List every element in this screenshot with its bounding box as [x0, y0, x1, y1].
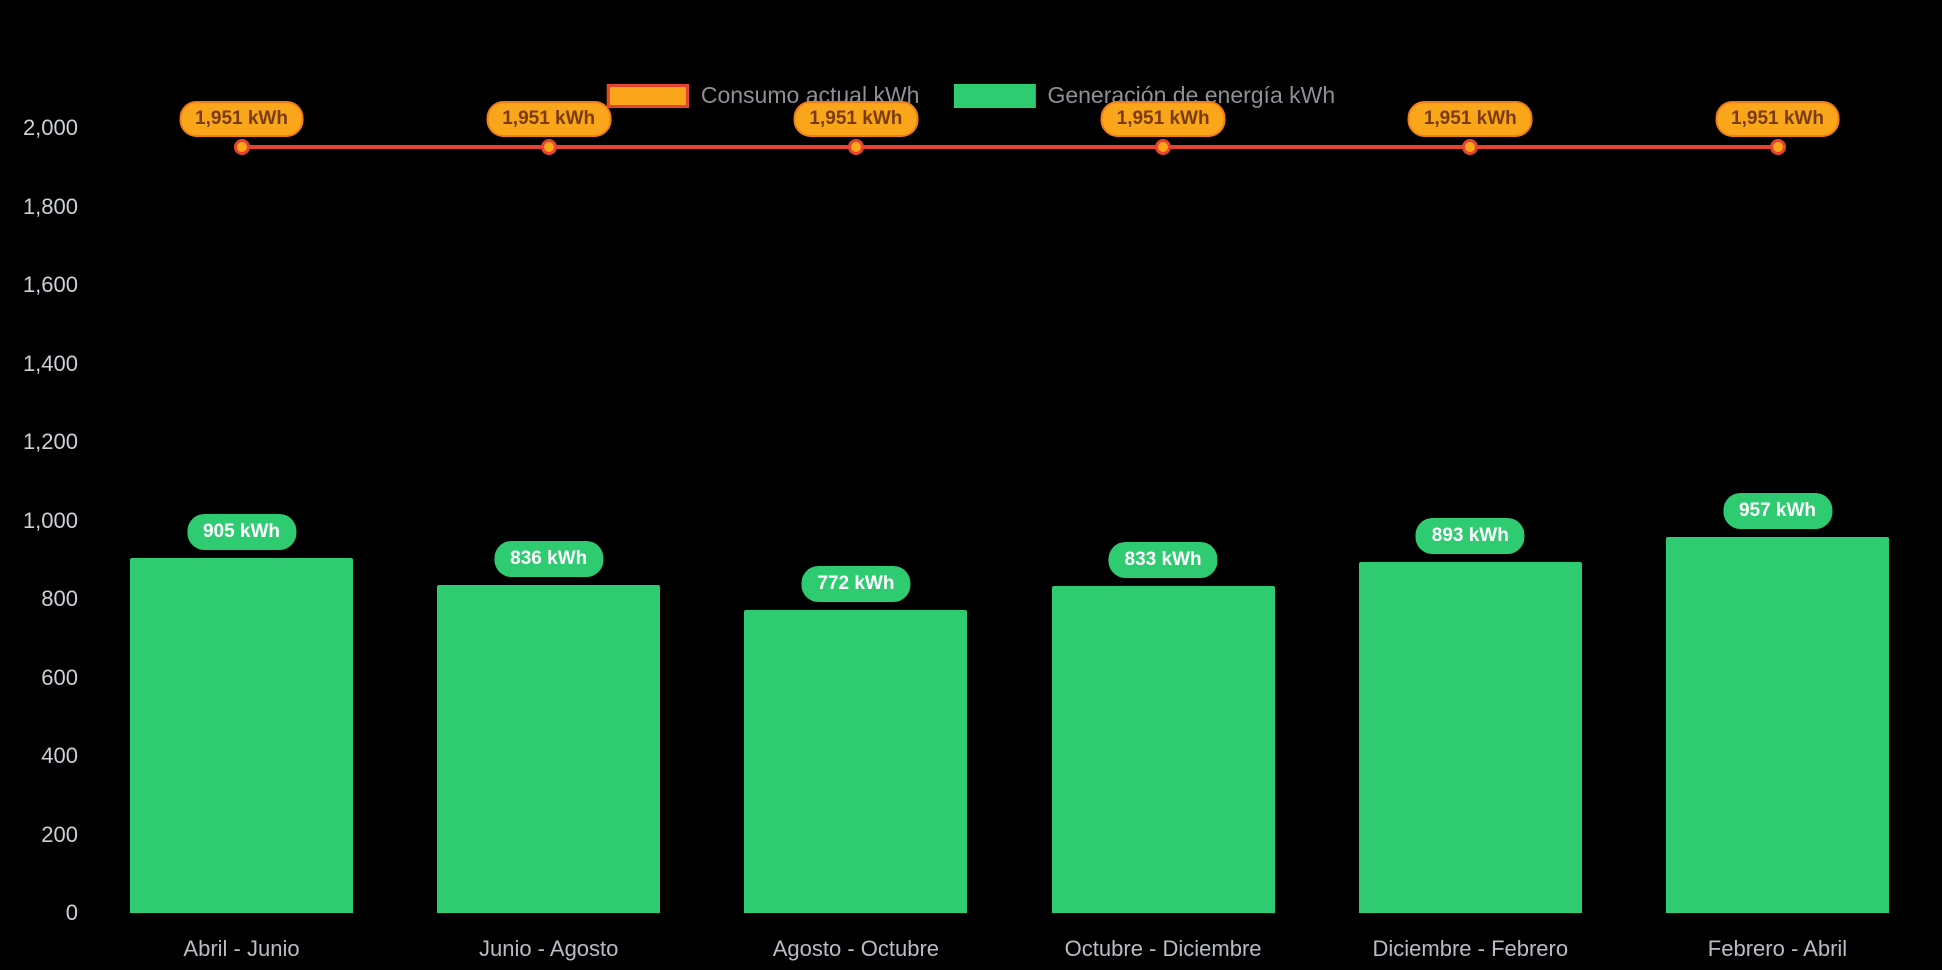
chart-legend: Consumo actual kWh Generación de energía…	[606, 82, 1335, 109]
consumption-line-marker[interactable]	[1462, 139, 1479, 156]
consumo-swatch-icon	[606, 83, 689, 108]
y-axis-label: 800	[41, 586, 78, 611]
x-axis-label: Agosto - Octubre	[772, 936, 940, 961]
y-axis-label: 1,800	[22, 193, 78, 219]
generation-value-badge: 893 kWh	[1415, 518, 1525, 555]
consumption-value-badge: 1,951 kWh	[1715, 101, 1840, 138]
generation-bar[interactable]	[437, 584, 661, 913]
x-axis-label: Junio - Agosto	[478, 936, 619, 961]
y-axis-label: 600	[41, 664, 78, 690]
y-axis-label: 400	[41, 743, 78, 768]
consumption-line	[241, 145, 1778, 150]
consumption-line-marker[interactable]	[847, 139, 864, 156]
generation-value-badge: 836 kWh	[494, 540, 604, 577]
generation-bar[interactable]	[1666, 537, 1889, 913]
x-axis-label: Abril - Junio	[183, 936, 300, 961]
consumption-line-marker[interactable]	[1155, 139, 1172, 156]
y-axis-label: 200	[41, 821, 78, 847]
generation-value-badge: 957 kWh	[1722, 493, 1833, 530]
generation-bar[interactable]	[130, 557, 353, 913]
generation-value-badge: 772 kWh	[801, 565, 911, 602]
generation-bar[interactable]	[1051, 586, 1275, 913]
generacion-swatch-icon	[953, 83, 1036, 108]
y-axis-label: 0	[65, 900, 78, 925]
consumption-line-marker[interactable]	[233, 139, 250, 156]
y-axis-label: 1,200	[22, 429, 78, 454]
generation-value-badge: 905 kWh	[186, 513, 297, 550]
generation-bar[interactable]	[744, 609, 968, 913]
x-axis-label: Octubre - Diciembre	[1064, 936, 1262, 961]
y-axis-label: 1,400	[22, 350, 78, 376]
x-axis-label: Febrero - Abril	[1707, 936, 1848, 961]
consumption-value-badge: 1,951 kWh	[179, 101, 304, 138]
y-axis-label: 1,600	[22, 272, 78, 297]
consumption-line-marker[interactable]	[540, 139, 557, 156]
x-axis-label: Diciembre - Febrero	[1372, 936, 1569, 961]
y-axis-label: 2,000	[22, 115, 78, 140]
consumption-value-badge: 1,951 kWh	[1100, 101, 1226, 138]
generation-value-badge: 833 kWh	[1108, 542, 1218, 579]
consumption-value-badge: 1,951 kWh	[793, 101, 919, 138]
consumption-value-badge: 1,951 kWh	[486, 101, 612, 138]
consumption-value-badge: 1,951 kWh	[1407, 101, 1533, 138]
consumption-line-marker[interactable]	[1769, 139, 1786, 156]
generation-bar[interactable]	[1358, 562, 1582, 913]
y-axis-label: 1,000	[22, 507, 78, 533]
